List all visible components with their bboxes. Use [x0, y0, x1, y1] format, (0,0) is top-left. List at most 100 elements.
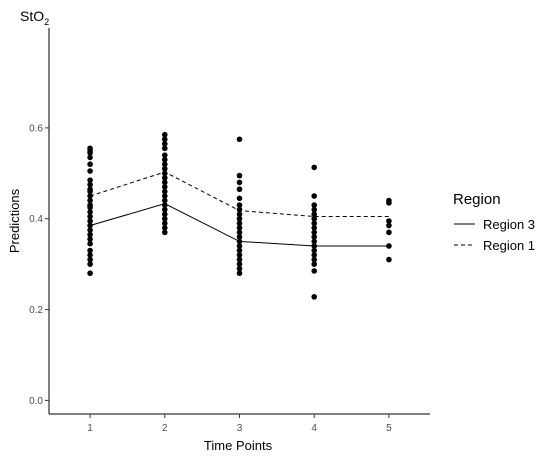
y-tick-label: 0.0	[29, 396, 43, 407]
data-point	[87, 181, 93, 188]
data-point	[236, 220, 243, 227]
data-point	[386, 256, 392, 263]
data-point	[87, 168, 93, 174]
legend-label-region-3: Region 3	[483, 217, 535, 232]
y-tick-label: 0.4	[29, 214, 43, 225]
data-point	[311, 252, 318, 258]
data-point	[236, 206, 243, 213]
data-point	[311, 164, 318, 171]
x-tick-label: 2	[162, 423, 168, 434]
data-point	[236, 234, 243, 240]
data-point	[161, 161, 168, 168]
data-point	[236, 215, 243, 222]
data-point	[236, 238, 243, 245]
data-point	[161, 170, 168, 177]
x-tick-label: 3	[237, 423, 243, 434]
data-point	[311, 229, 318, 236]
data-points	[87, 131, 392, 300]
data-point	[386, 243, 392, 249]
data-point	[311, 261, 318, 267]
data-point	[236, 211, 243, 217]
data-point	[236, 202, 243, 208]
data-point	[161, 229, 168, 236]
y-tick-label: 0.6	[29, 123, 43, 134]
y-axis-title: Predictions	[7, 188, 22, 253]
data-point	[87, 227, 93, 233]
data-point	[87, 247, 93, 254]
data-point	[161, 131, 168, 138]
x-tick-label: 4	[311, 423, 317, 434]
data-point	[87, 177, 93, 183]
data-point	[87, 209, 93, 215]
data-point	[311, 202, 318, 208]
x-axis-title: Time Points	[204, 438, 273, 453]
data-point	[87, 222, 93, 229]
x-tick-label: 5	[386, 423, 392, 434]
data-point	[311, 243, 318, 249]
data-point	[161, 175, 168, 181]
legend-title: Region	[453, 191, 501, 208]
data-point	[87, 218, 93, 224]
data-point	[87, 213, 93, 220]
x-tick-label: 1	[87, 423, 93, 434]
legend: Region Region 3 Region 1	[453, 191, 535, 253]
data-point	[386, 218, 392, 224]
data-point	[161, 152, 168, 158]
data-point	[311, 268, 318, 274]
data-point	[161, 220, 168, 227]
data-point	[161, 215, 168, 222]
data-point	[311, 225, 318, 231]
data-point	[236, 252, 243, 258]
data-point	[87, 270, 93, 277]
data-point	[311, 256, 318, 263]
data-point	[236, 186, 243, 193]
data-point	[161, 145, 168, 152]
data-point	[311, 206, 318, 213]
data-point	[236, 261, 243, 267]
data-point	[311, 247, 318, 254]
data-point	[236, 270, 243, 277]
data-point	[161, 188, 168, 195]
data-point	[87, 161, 93, 168]
data-point	[87, 204, 93, 211]
data-point	[236, 179, 243, 186]
data-point	[161, 211, 168, 217]
data-point	[236, 225, 243, 231]
data-point	[311, 234, 318, 240]
data-point	[161, 225, 168, 231]
data-point	[161, 206, 168, 213]
data-point	[87, 240, 93, 247]
data-point	[87, 236, 93, 242]
chart-title-subscript: 2	[44, 17, 49, 27]
data-point	[161, 179, 168, 186]
chart-title-main: StO	[20, 8, 44, 24]
data-point	[87, 197, 93, 204]
y-axis-ticks: 0.0 0.2 0.4 0.6	[29, 123, 49, 407]
legend-label-region-1: Region 1	[483, 238, 535, 253]
data-point	[386, 229, 392, 236]
data-point	[161, 184, 168, 190]
data-point	[236, 243, 243, 249]
data-point	[236, 136, 243, 143]
data-point	[87, 252, 93, 258]
data-point	[87, 261, 93, 267]
data-point	[161, 156, 168, 163]
data-point	[386, 222, 392, 229]
data-point	[236, 195, 243, 202]
data-point	[87, 150, 93, 156]
data-point	[87, 256, 93, 263]
data-point	[161, 136, 168, 143]
data-point	[161, 197, 168, 204]
data-point	[311, 211, 318, 217]
data-point	[161, 165, 168, 172]
data-point	[161, 202, 168, 208]
data-point	[236, 172, 243, 179]
data-point	[87, 231, 93, 238]
data-point	[87, 188, 93, 195]
y-tick-label: 0.2	[29, 305, 43, 316]
data-point	[386, 200, 392, 206]
data-point	[236, 256, 243, 263]
data-point	[236, 265, 243, 272]
data-point	[236, 229, 243, 236]
